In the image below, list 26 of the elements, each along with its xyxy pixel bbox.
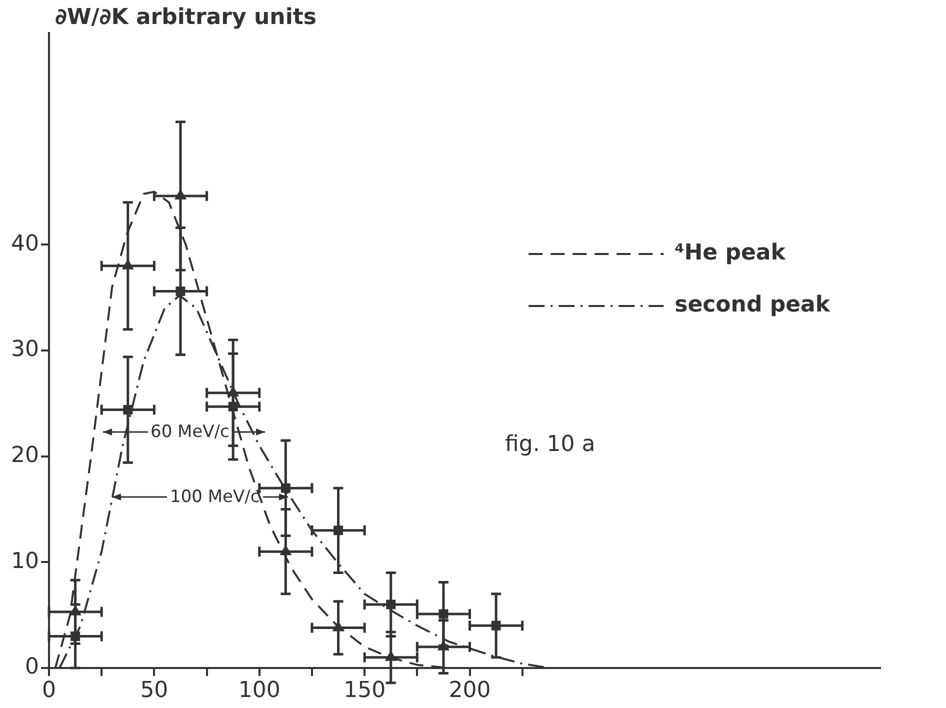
y-tick-label: 0 — [25, 654, 39, 680]
annotation: 100 MeV/c — [170, 486, 260, 506]
x-tick-label: 50 — [140, 678, 168, 703]
text: ⁴He peak — [674, 240, 787, 266]
point — [386, 600, 396, 610]
annotation: 60 MeV/c — [150, 422, 230, 442]
point — [123, 405, 133, 415]
x-tick-label: 150 — [344, 678, 386, 703]
y-tick-label: 40 — [11, 231, 39, 256]
y-axis-title: ∂W/∂K arbitrary units — [55, 5, 316, 30]
point — [122, 259, 134, 270]
point — [176, 286, 186, 296]
text: second peak — [674, 292, 832, 318]
point — [174, 189, 186, 200]
point — [438, 609, 448, 619]
y-tick-label: 20 — [11, 443, 39, 468]
y-tick-label: 30 — [11, 337, 39, 362]
point — [491, 620, 501, 630]
x-tick-label: 100 — [238, 678, 280, 703]
point — [438, 640, 450, 650]
point — [280, 483, 290, 493]
point — [334, 526, 344, 536]
annotation: fig. 10 a — [505, 432, 596, 457]
y-tick-label: 10 — [11, 548, 39, 574]
x-tick-label: 0 — [42, 678, 56, 703]
x-tick-label: 200 — [448, 678, 491, 703]
